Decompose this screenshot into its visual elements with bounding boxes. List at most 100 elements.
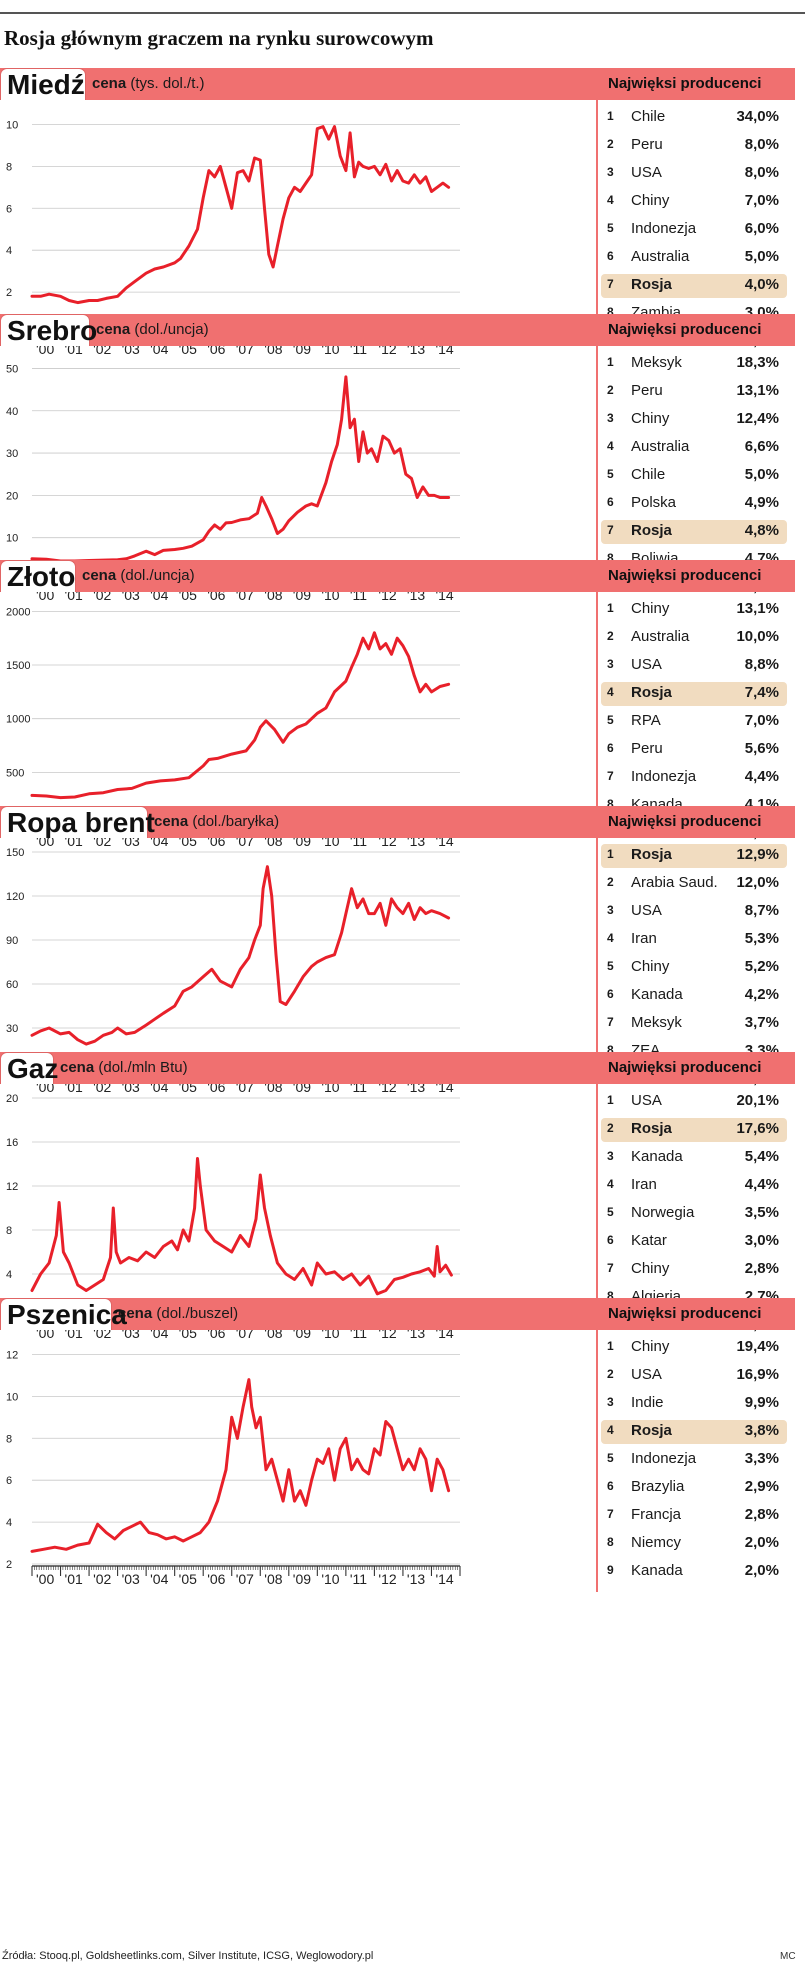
- producer-rank: 6: [607, 249, 614, 263]
- y-tick-label: 2: [6, 287, 12, 299]
- producer-rank: 2: [607, 1121, 614, 1135]
- producer-rank: 4: [607, 193, 614, 207]
- x-tick-label: '14: [435, 1571, 453, 1587]
- y-tick-label: 16: [6, 1137, 18, 1149]
- producer-row: 5 Chile 5,0%: [601, 462, 787, 490]
- price-unit-label: cena (dol./mln Btu): [60, 1059, 188, 1076]
- price-series-line: [30, 865, 451, 1046]
- producer-rank: 7: [607, 523, 614, 537]
- y-tick-label: 60: [6, 979, 18, 991]
- producer-row: 2 Australia 10,0%: [601, 624, 787, 652]
- y-tick-label: 12: [6, 1181, 18, 1193]
- producer-rank: 9: [607, 1563, 614, 1577]
- header-band: [0, 314, 795, 346]
- commodity-tab: [0, 806, 148, 838]
- producer-row: 3 Kanada 5,4%: [601, 1144, 787, 1172]
- y-tick-label: 20: [6, 1093, 18, 1105]
- producer-row: 6 Peru 5,6%: [601, 736, 787, 764]
- producer-rank: 8: [607, 1535, 614, 1549]
- y-tick-label: 4: [6, 1269, 12, 1281]
- producer-country: Indonezja: [631, 768, 697, 785]
- producer-country: USA: [631, 1092, 662, 1109]
- y-tick-label: 1000: [6, 714, 30, 726]
- x-tick-label: '07: [236, 1571, 254, 1587]
- commodity-tab: [0, 1052, 54, 1084]
- producer-country: Katar: [631, 1232, 667, 1249]
- x-tick-label: '05: [179, 1571, 197, 1587]
- x-tick-label: '11: [350, 1571, 367, 1587]
- y-tick-label: 150: [6, 847, 24, 859]
- producer-country: Meksyk: [631, 1014, 682, 1031]
- producer-rank: 2: [607, 383, 614, 397]
- y-tick-label: 10: [6, 533, 18, 545]
- producer-row: 5 Indonezja 3,3%: [601, 1446, 787, 1474]
- panel-divider: [596, 1084, 598, 1346]
- price-series-line: [30, 125, 451, 305]
- producer-share: 5,0%: [744, 248, 779, 265]
- highlight-background: [601, 682, 787, 706]
- producer-share: 34,0%: [736, 108, 779, 125]
- producer-row: 3 USA 8,7%: [601, 898, 787, 926]
- producer-country: Australia: [631, 248, 690, 265]
- unit-label: (dol./uncja): [134, 321, 209, 338]
- producer-share: 10,0%: [736, 628, 779, 645]
- producer-share: 4,2%: [744, 986, 779, 1003]
- producer-country: Indonezja: [631, 1450, 697, 1467]
- y-tick-label: 50: [6, 363, 18, 375]
- x-tick-label: '00: [36, 1571, 54, 1587]
- commodity-panel: Pszenica cena (dol./buszel) Najwięksi prod…: [0, 1298, 805, 1598]
- producer-country: Indonezja: [631, 220, 697, 237]
- producer-share: 18,3%: [736, 354, 779, 371]
- y-tick-label: 90: [6, 935, 18, 947]
- y-tick-label: 40: [6, 406, 18, 418]
- producer-country: Peru: [631, 740, 663, 757]
- price-unit-label: cena (tys. dol./t.): [92, 75, 205, 92]
- producer-country: Niemcy: [631, 1534, 682, 1551]
- producer-row: 5 Chiny 5,2%: [601, 954, 787, 982]
- producer-row: 1 USA 20,1%: [601, 1088, 787, 1116]
- producer-share: 12,9%: [736, 846, 779, 863]
- x-tick-label: '04: [150, 1571, 168, 1587]
- commodity-tab: [0, 68, 86, 100]
- producer-rank: 3: [607, 411, 614, 425]
- producer-rank: 8: [607, 1289, 614, 1303]
- producer-rank: 8: [607, 1043, 614, 1057]
- producer-country: Peru: [631, 382, 663, 399]
- producer-share: 6,0%: [744, 220, 779, 237]
- header-band: [0, 1298, 795, 1330]
- producer-share: 7,0%: [744, 192, 779, 209]
- producer-share: 4,0%: [744, 276, 779, 293]
- sources-note: Źródła: Stooq.pl, Goldsheetlinks.com, Si…: [2, 1950, 374, 1962]
- producer-rank: 8: [607, 797, 614, 811]
- producer-rank: 3: [607, 1149, 614, 1163]
- price-label: cena: [92, 75, 127, 92]
- price-series-line: [30, 631, 451, 800]
- producer-rank: 6: [607, 987, 614, 1001]
- producer-country: Meksyk: [631, 354, 682, 371]
- panel-divider: [596, 346, 598, 608]
- price-series-line: [30, 1378, 451, 1553]
- producer-share: 17,6%: [736, 1120, 779, 1137]
- y-tick-label: 30: [6, 1023, 18, 1035]
- y-tick-label: 20: [6, 490, 18, 502]
- commodity-name: Pszenica: [7, 1299, 127, 1330]
- header-band: [0, 560, 795, 592]
- producer-row: 6 Brazylia 2,9%: [601, 1474, 787, 1502]
- producer-rank: 4: [607, 685, 614, 699]
- producer-row: 4 Iran 4,4%: [601, 1172, 787, 1200]
- producer-share: 9,9%: [744, 1394, 779, 1411]
- producer-country: Brazylia: [631, 1478, 685, 1495]
- producer-country: Iran: [631, 930, 657, 947]
- panel-divider: [596, 838, 598, 1100]
- producer-share: 4,8%: [744, 522, 779, 539]
- producer-rank: 3: [607, 657, 614, 671]
- y-tick-label: 2: [6, 1559, 12, 1571]
- producer-rank: 4: [607, 1423, 614, 1437]
- producer-rank: 2: [607, 629, 614, 643]
- y-tick-label: 2000: [6, 606, 30, 618]
- producer-share: 8,0%: [744, 164, 779, 181]
- y-tick-label: 10: [6, 119, 18, 131]
- line-chart: 2 4 6 8 10 12 '00 '01 '02 '03 '04 '05 '06 '07 '08 '09 '1…: [6, 1349, 461, 1587]
- highlight-background: [601, 274, 787, 298]
- header-band: [0, 1052, 795, 1084]
